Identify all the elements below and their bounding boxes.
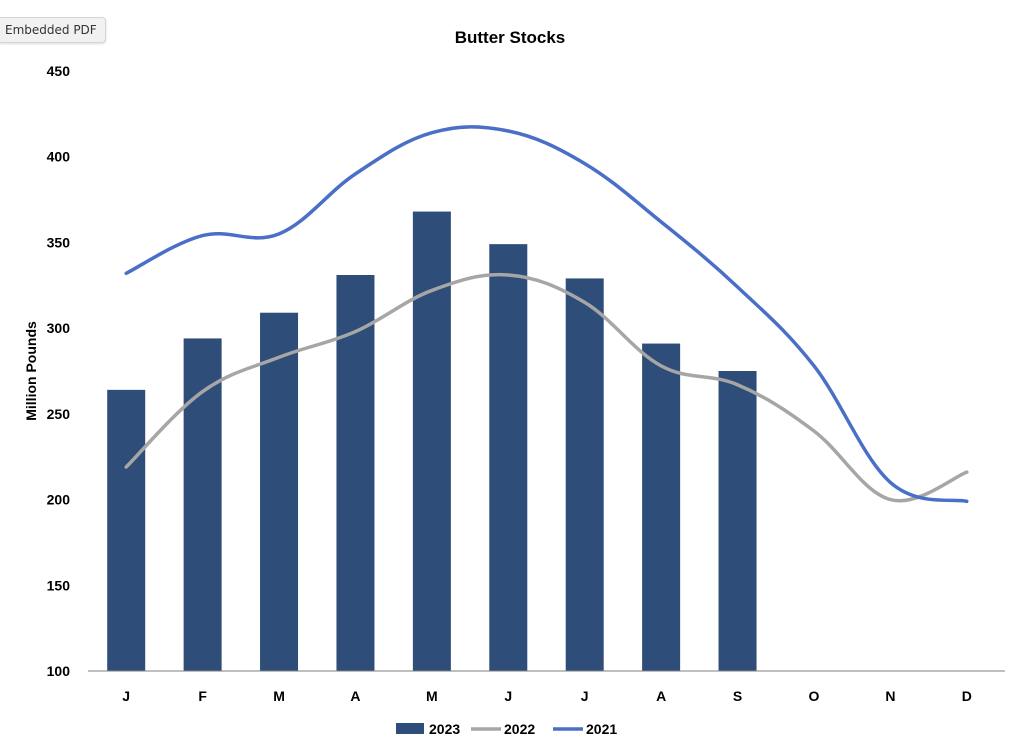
x-tick-label: J <box>504 688 512 704</box>
x-tick-label: J <box>581 688 589 704</box>
bar-2023 <box>489 244 528 671</box>
x-tick-label: S <box>733 688 742 704</box>
bar-2023 <box>183 338 222 671</box>
bar-series-2023 <box>107 211 757 672</box>
x-tick-label: N <box>885 688 895 704</box>
y-axis-label: Million Pounds <box>23 321 39 421</box>
x-tick-label: J <box>122 688 130 704</box>
y-tick-label: 150 <box>47 577 71 593</box>
bar-2023 <box>107 389 146 671</box>
x-tick-label: D <box>962 688 972 704</box>
y-tick-label: 200 <box>47 492 71 508</box>
y-tick-label: 100 <box>47 663 71 679</box>
x-tick-label: F <box>198 688 207 704</box>
legend-label-2021: 2021 <box>586 721 617 737</box>
chart-legend: 2023 2022 2021 <box>396 721 617 737</box>
bar-2023 <box>412 211 451 672</box>
bar-2023 <box>336 275 375 671</box>
x-tick-label: M <box>273 688 285 704</box>
x-tick-label: A <box>350 688 360 704</box>
y-tick-label: 400 <box>47 149 71 165</box>
y-axis-ticks: 100 150 200 250 300 350 400 450 <box>47 63 71 679</box>
legend-swatch-2023 <box>396 723 424 734</box>
chart-title: Butter Stocks <box>455 28 566 47</box>
legend-label-2023: 2023 <box>429 721 460 737</box>
y-tick-label: 250 <box>47 406 71 422</box>
y-tick-label: 300 <box>47 320 71 336</box>
line-2021 <box>124 125 969 504</box>
x-tick-label: A <box>656 688 666 704</box>
x-tick-label: O <box>809 688 820 704</box>
bar-2023 <box>642 343 681 671</box>
embedded-pdf-badge[interactable]: Embedded PDF <box>0 17 106 43</box>
bar-2023 <box>718 371 757 671</box>
line-2022 <box>124 272 969 503</box>
y-tick-label: 350 <box>47 234 71 250</box>
x-tick-label: M <box>426 688 438 704</box>
legend-label-2022: 2022 <box>504 721 535 737</box>
bar-2023 <box>565 278 604 671</box>
y-tick-label: 450 <box>47 63 71 79</box>
bar-2023 <box>260 312 299 671</box>
line-series <box>124 125 969 504</box>
